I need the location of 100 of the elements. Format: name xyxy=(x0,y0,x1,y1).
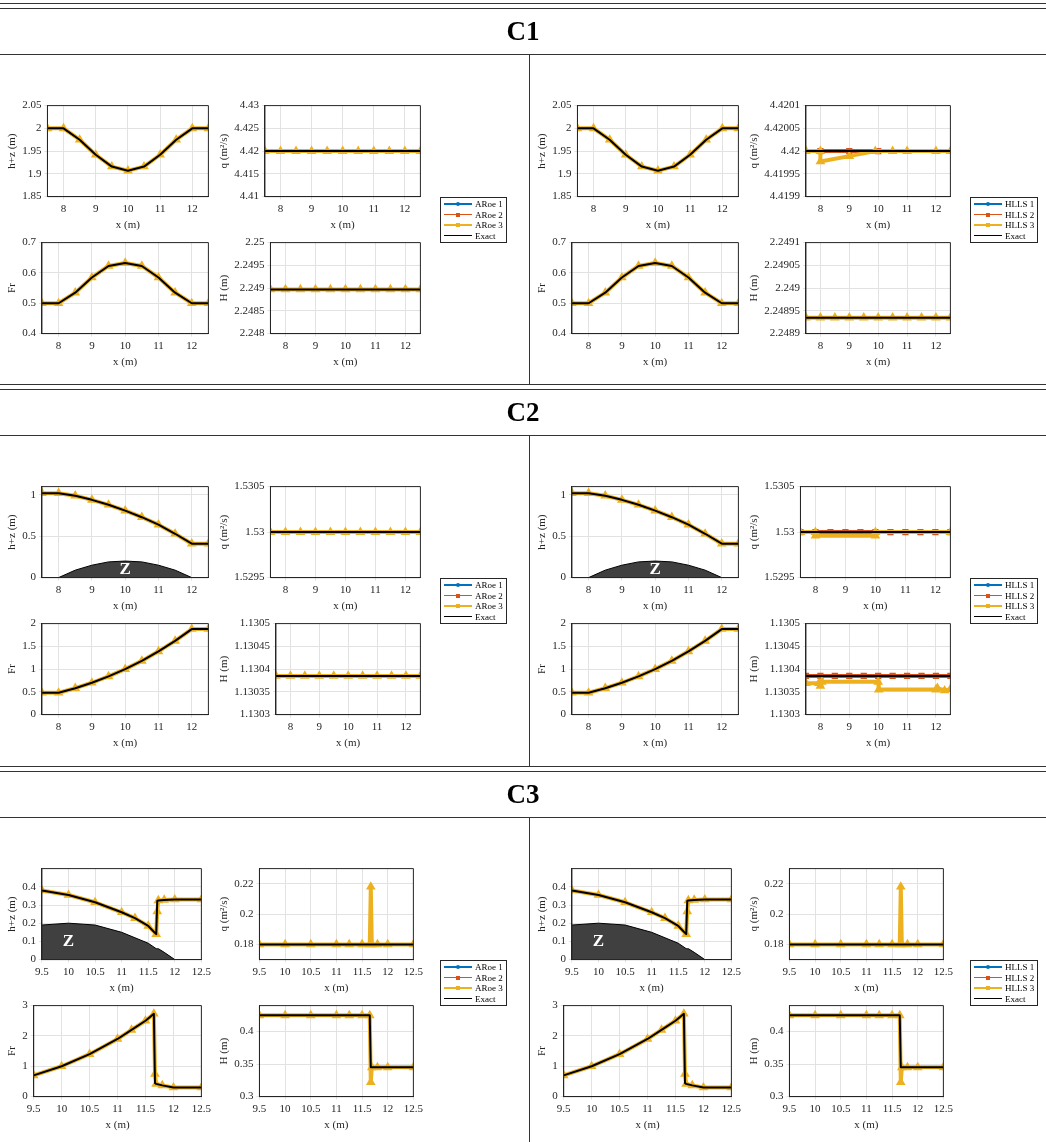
y-tick-label: 1 xyxy=(22,1059,28,1072)
y-tick-label: 0.4 xyxy=(22,326,37,339)
x-axis-title: x (m) xyxy=(866,736,891,750)
y-tick-label: 0.1 xyxy=(22,934,36,947)
x-tick-label: 10 xyxy=(342,720,355,733)
legend-label: Exact xyxy=(1005,230,1026,241)
y-tick-label: 0 xyxy=(560,952,567,965)
y-axis-title: H (m) xyxy=(217,1037,231,1065)
x-axis-title: x (m) xyxy=(324,981,349,995)
x-axis-title: x (m) xyxy=(643,599,668,613)
x-tick-label: 8 xyxy=(55,720,62,733)
y-tick-label: 0.7 xyxy=(22,235,37,248)
x-tick-label: 11.5 xyxy=(352,1102,372,1115)
x-tick-label: 11.5 xyxy=(352,965,372,978)
legend-label: ARoe 1 xyxy=(475,199,503,210)
y-axis-title: Fr xyxy=(5,282,18,293)
x-tick-label: 9.5 xyxy=(252,965,267,978)
x-tick-label: 10.5 xyxy=(301,1102,321,1115)
y-tick-label: 4.42 xyxy=(239,143,259,156)
legend-label: ARoe 3 xyxy=(475,601,503,612)
x-tick-label: 9 xyxy=(89,720,96,733)
y-tick-label: 1 xyxy=(560,661,566,674)
x-axis-title: x (m) xyxy=(336,736,361,750)
y-tick-label: 2 xyxy=(30,616,36,629)
y-tick-label: 0.35 xyxy=(764,1056,784,1069)
x-tick-label: 10.5 xyxy=(831,965,851,978)
x-tick-label: 10.5 xyxy=(831,1102,851,1115)
y-tick-label: 1.95 xyxy=(552,143,572,156)
x-tick-label: 12 xyxy=(912,965,924,978)
x-tick-label: 12.5 xyxy=(933,1102,954,1115)
y-tick-label: 3 xyxy=(552,998,559,1011)
x-tick-label: 12 xyxy=(716,339,728,352)
x-tick-label: 12 xyxy=(930,202,942,215)
y-axis-title: H (m) xyxy=(747,1037,761,1065)
y-tick-label: 4.42005 xyxy=(764,121,801,134)
y-axis-title: q (m²/s) xyxy=(747,133,761,169)
x-tick-label: 9 xyxy=(619,720,626,733)
legend-label: HLLS 2 xyxy=(1005,972,1035,983)
x-tick-label: 10 xyxy=(649,339,662,352)
y-axis-title: q (m²/s) xyxy=(217,514,231,550)
x-tick-label: 10.5 xyxy=(85,965,106,978)
x-tick-label: 12 xyxy=(716,202,728,215)
legend-label: Exact xyxy=(475,611,496,622)
legend-label: ARoe 1 xyxy=(475,580,503,591)
x-tick-label: 12 xyxy=(912,1102,924,1115)
x-tick-label: 12 xyxy=(697,1102,709,1115)
x-tick-label: 9.5 xyxy=(26,1102,42,1115)
x-tick-label: 8 xyxy=(287,720,294,733)
y-axis-title: H (m) xyxy=(217,274,231,302)
x-tick-label: 12 xyxy=(716,720,728,733)
x-tick-label: 10 xyxy=(593,965,605,978)
y-tick-label: 2.248 xyxy=(239,326,265,339)
x-tick-label: 12 xyxy=(716,583,728,596)
legend-label: ARoe 2 xyxy=(475,972,503,983)
x-axis-title: x (m) xyxy=(639,981,665,995)
y-tick-label: 0.2 xyxy=(239,906,254,919)
x-tick-label: 9 xyxy=(846,720,853,733)
y-axis-title: h+z (m) xyxy=(535,514,549,550)
x-tick-label: 12.5 xyxy=(191,965,212,978)
x-axis-title: x (m) xyxy=(113,599,138,613)
x-tick-label: 12.5 xyxy=(191,1102,212,1115)
y-tick-label: 2.2495 xyxy=(234,258,265,271)
x-tick-label: 11 xyxy=(331,965,342,978)
x-tick-label: 9 xyxy=(92,202,99,215)
y-tick-label: 1.13045 xyxy=(764,639,801,652)
legend-label: Exact xyxy=(475,993,496,1004)
x-tick-label: 9 xyxy=(312,583,319,596)
x-tick-label: 9 xyxy=(619,583,626,596)
x-tick-label: 12 xyxy=(186,339,198,352)
y-tick-label: 1.9 xyxy=(557,166,572,179)
x-tick-label: 10 xyxy=(809,1102,822,1115)
x-tick-label: 10.5 xyxy=(79,1102,100,1115)
y-tick-label: 1 xyxy=(552,1059,558,1072)
y-axis-title: h+z (m) xyxy=(5,896,19,932)
x-tick-label: 11 xyxy=(153,720,164,733)
x-axis-title: x (m) xyxy=(330,218,356,232)
x-tick-label: 8 xyxy=(55,339,62,352)
legend-label: Exact xyxy=(475,230,496,241)
x-tick-label: 10 xyxy=(56,1102,68,1115)
y-tick-label: 1.5295 xyxy=(234,570,265,583)
x-tick-label: 9 xyxy=(316,720,323,733)
x-tick-label: 9 xyxy=(308,202,315,215)
y-axis-title: q (m²/s) xyxy=(217,133,231,169)
y-tick-label: 0 xyxy=(560,570,567,583)
x-tick-label: 12.5 xyxy=(721,1102,742,1115)
y-tick-label: 0.4 xyxy=(552,879,567,892)
x-tick-label: 8 xyxy=(812,583,819,596)
y-tick-label: 0.2 xyxy=(552,916,566,929)
x-tick-label: 10 xyxy=(872,202,885,215)
y-tick-label: 3 xyxy=(22,998,29,1011)
x-tick-label: 10 xyxy=(279,965,292,978)
x-tick-label: 11 xyxy=(683,583,694,596)
legend-label: HLLS 1 xyxy=(1005,199,1035,210)
y-tick-label: 1.1303 xyxy=(769,707,801,720)
x-tick-label: 11 xyxy=(368,202,380,215)
legend-label: Exact xyxy=(1005,611,1026,622)
x-tick-label: 12 xyxy=(382,1102,394,1115)
x-tick-label: 10 xyxy=(652,202,664,215)
legend-label: HLLS 2 xyxy=(1005,590,1035,601)
x-tick-label: 12.5 xyxy=(933,965,954,978)
